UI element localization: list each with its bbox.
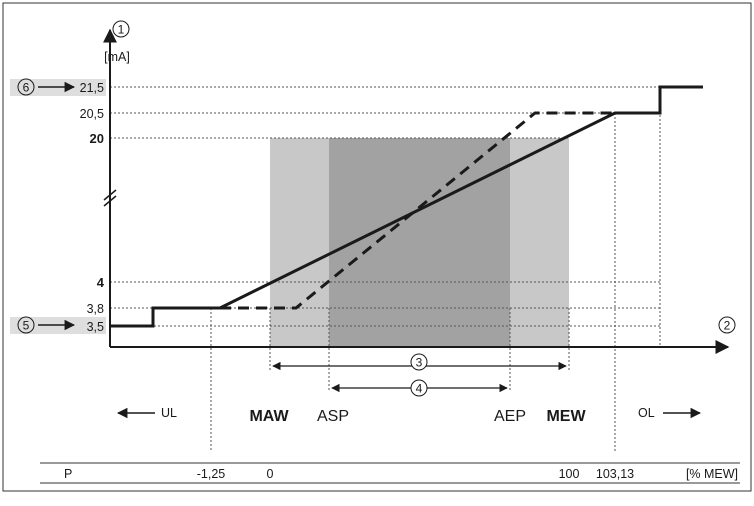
callout-5-marker: 5 <box>23 319 30 333</box>
label-aep: AEP <box>494 408 526 425</box>
y-tick-20-5: 20,5 <box>80 107 104 121</box>
label-asp: ASP <box>317 408 349 425</box>
label-ol: OL <box>638 406 655 420</box>
outer-frame <box>2 2 752 492</box>
scale-unit: [% MEW] <box>686 467 738 481</box>
y-tick-4: 4 <box>97 275 105 290</box>
range-3-marker: 3 <box>416 356 423 370</box>
y-tick-3-8: 3,8 <box>87 302 104 316</box>
solid-output-curve <box>110 85 703 328</box>
scale-parameter: P <box>64 467 72 481</box>
asp-aep-shaded-range <box>329 138 510 347</box>
y-tick-21-5: 21,5 <box>80 81 104 95</box>
scale-value-minus-1-25: -1,25 <box>197 467 226 481</box>
scale-value-0: 0 <box>267 467 274 481</box>
dashed-output-curve <box>220 111 615 310</box>
callout-5-circle <box>17 316 35 334</box>
range-3-circle <box>410 353 428 371</box>
scale-value-100: 100 <box>559 467 580 481</box>
y-axis-marker: 1 <box>118 23 125 37</box>
label-maw: MAW <box>249 408 289 425</box>
x-axis-marker: 2 <box>724 319 731 333</box>
label-ul: UL <box>161 406 177 420</box>
y-tick-3-5: 3,5 <box>87 320 104 334</box>
range-4-circle <box>410 379 428 397</box>
label-mew: MEW <box>546 408 586 425</box>
scale-value-103-13: 103,13 <box>596 467 634 481</box>
y-axis-unit: [mA] <box>104 50 130 64</box>
horizontal-guides <box>110 86 660 327</box>
vertical-guides <box>210 87 661 452</box>
y-axis-break <box>103 189 117 207</box>
callout-6-circle <box>17 78 35 96</box>
x-axis-marker-circle <box>718 316 736 334</box>
range-4-marker: 4 <box>416 382 423 396</box>
y-tick-20: 20 <box>90 131 104 146</box>
y-axis-marker-circle <box>112 20 130 38</box>
callout-6-marker: 6 <box>23 81 30 95</box>
